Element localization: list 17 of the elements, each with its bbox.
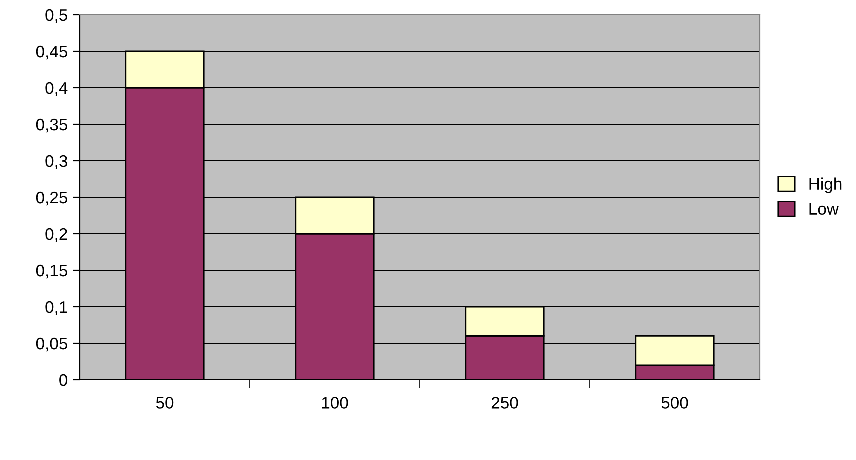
legend-label: High [810,178,842,194]
y-tick-label: 0,4 [46,82,68,96]
x-tick-label: 100 [322,397,348,409]
x-tick-label: 250 [492,397,518,409]
y-tick-label: 0,25 [36,192,68,206]
y-tick-label: 0,2 [46,228,68,242]
legend-label: Low [810,203,840,215]
y-tick-label: 0,1 [46,301,68,316]
y-tick-label: 0,5 [46,9,68,24]
y-tick-label: 0,45 [36,46,68,60]
y-tick-label: 0,35 [36,118,68,133]
y-tick-label: 0,15 [36,264,68,279]
y-tick-label: 0,05 [36,338,68,352]
x-tick-label: 500 [662,397,688,409]
x-tick-label: 50 [156,397,174,409]
y-tick-label: 0 [60,374,68,386]
y-tick-label: 0,3 [46,155,68,170]
